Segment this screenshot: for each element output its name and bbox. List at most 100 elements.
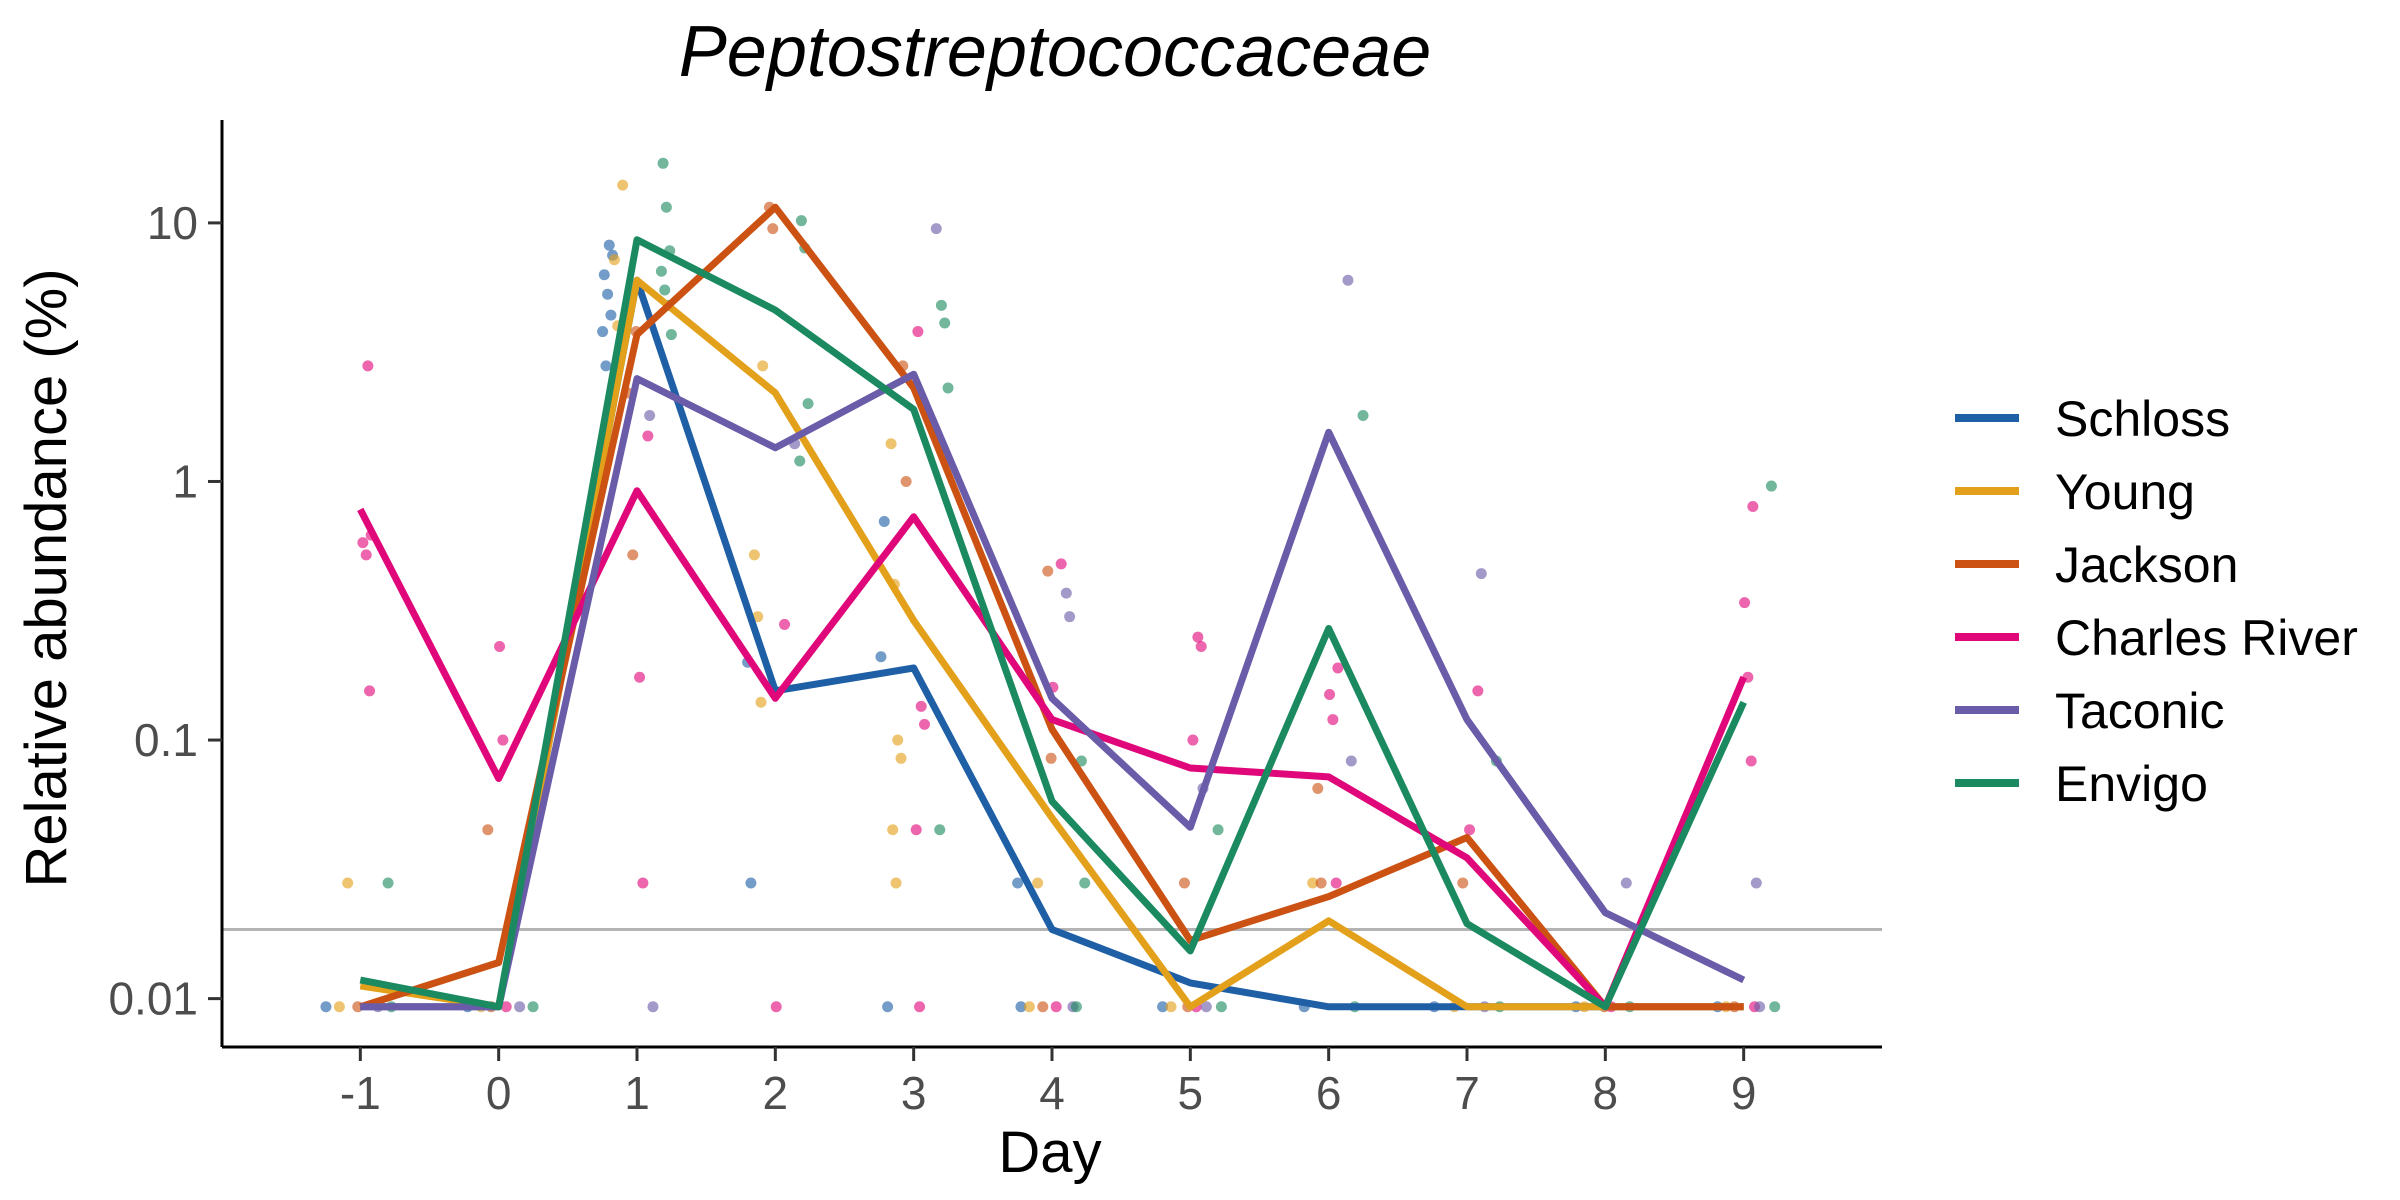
x-tick-label: 2 (763, 1067, 789, 1119)
legend-item-envigo: Envigo (1955, 756, 2208, 812)
x-tick-label: 4 (1039, 1067, 1065, 1119)
data-point (659, 284, 671, 296)
data-point (1327, 714, 1339, 726)
data-point (500, 1001, 512, 1013)
y-tick-label: 1 (172, 455, 198, 507)
data-point (637, 877, 649, 889)
data-point (1195, 641, 1207, 653)
data-point (1012, 877, 1024, 889)
data-point (603, 239, 615, 251)
data-point (887, 824, 899, 836)
data-point (1178, 877, 1190, 889)
y-tick-label: 0.01 (108, 973, 198, 1025)
data-point (642, 430, 654, 442)
data-point (1050, 1001, 1062, 1013)
legend-label: Jackson (2055, 537, 2238, 593)
legend-label: Envigo (2055, 756, 2208, 812)
data-point (660, 201, 672, 213)
legend-item-charles-river: Charles River (1955, 610, 2358, 666)
data-point (1342, 274, 1354, 286)
data-point (1042, 565, 1054, 577)
data-point (605, 309, 617, 321)
data-point (598, 269, 610, 281)
data-points (320, 157, 1781, 1013)
data-point (1330, 877, 1342, 889)
data-point (617, 179, 629, 191)
legend-label: Charles River (2055, 610, 2358, 666)
data-point (320, 1001, 332, 1013)
y-axis-title: Relative abundance (%) (14, 268, 79, 887)
data-point (919, 718, 931, 730)
data-point (597, 326, 609, 338)
data-point (770, 1001, 782, 1013)
data-point (1032, 877, 1044, 889)
data-point (767, 223, 779, 235)
data-point (1023, 1001, 1035, 1013)
legend-label: Taconic (2055, 683, 2225, 739)
data-point (875, 651, 887, 663)
series-line-jackson (359, 203, 1744, 1011)
data-point (1620, 877, 1632, 889)
data-point (644, 409, 656, 421)
data-point (802, 398, 814, 410)
data-point (935, 299, 947, 311)
data-point (665, 329, 677, 341)
data-point (1345, 755, 1357, 767)
data-point (794, 455, 806, 467)
data-point (482, 824, 494, 836)
data-point (748, 549, 760, 561)
data-point (1312, 782, 1324, 794)
data-point (494, 641, 506, 653)
data-point (1324, 689, 1336, 701)
data-point (657, 157, 669, 169)
chart-title: Peptostreptococcaceae (679, 12, 1431, 92)
x-tick-label: 5 (1178, 1067, 1204, 1119)
data-point (357, 537, 369, 549)
data-point (915, 700, 927, 712)
data-point (755, 696, 767, 708)
legend-item-young: Young (1955, 464, 2195, 520)
series-line-taconic (360, 370, 1746, 1011)
data-point (608, 254, 620, 266)
x-axis-ticks: -1 0 1 2 3 4 5 6 7 8 9 (340, 1047, 1757, 1119)
data-point (1079, 877, 1091, 889)
data-point (1315, 877, 1327, 889)
data-point (362, 360, 374, 372)
data-point (1055, 558, 1067, 570)
y-tick-label: 0.1 (134, 714, 198, 766)
data-point (885, 438, 897, 450)
data-point (333, 1001, 345, 1013)
legend-item-schloss: Schloss (1955, 391, 2230, 447)
data-point (1464, 824, 1476, 836)
x-tick-label: 7 (1454, 1067, 1480, 1119)
x-tick-label: 0 (486, 1067, 512, 1119)
x-tick-label: 8 (1593, 1067, 1619, 1119)
x-tick-label: 9 (1731, 1067, 1757, 1119)
data-point (1064, 611, 1076, 623)
data-point (1037, 1001, 1049, 1013)
data-point (795, 215, 807, 227)
data-point (900, 475, 912, 487)
data-point (890, 877, 902, 889)
data-point (878, 516, 890, 528)
data-point (364, 685, 376, 697)
data-point (1747, 501, 1759, 513)
data-point (1754, 1001, 1766, 1013)
data-point (1750, 877, 1762, 889)
data-point (892, 734, 904, 746)
data-point (1192, 631, 1204, 643)
data-point (914, 1001, 926, 1013)
data-point (1212, 824, 1224, 836)
data-point (1045, 752, 1057, 764)
data-point (1060, 587, 1072, 599)
series-line-young (359, 276, 1744, 1011)
data-point (1307, 877, 1319, 889)
data-point (1472, 685, 1484, 697)
data-point (1157, 1001, 1169, 1013)
series-lines (357, 203, 1747, 1011)
legend: Schloss Young Jackson Charles River Taconic E… (1955, 391, 2358, 812)
data-point (1015, 1001, 1027, 1013)
data-point (647, 1001, 659, 1013)
data-point (527, 1001, 539, 1013)
